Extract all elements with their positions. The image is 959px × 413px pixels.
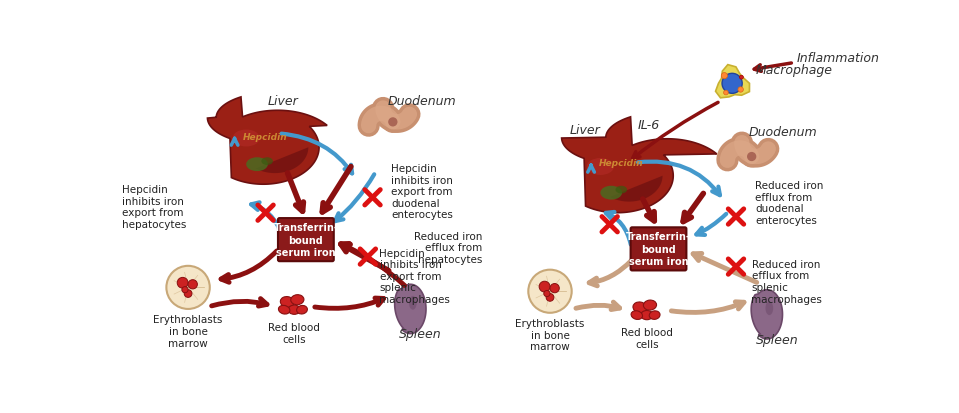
- Text: Duodenum: Duodenum: [748, 126, 817, 139]
- Ellipse shape: [261, 158, 273, 166]
- Polygon shape: [207, 97, 327, 185]
- Text: Hepcidin
inhibits iron
export from
splenic
macrophages: Hepcidin inhibits iron export from splen…: [380, 248, 451, 304]
- Circle shape: [388, 118, 397, 127]
- Text: Red blood
cells: Red blood cells: [620, 328, 673, 349]
- Ellipse shape: [631, 311, 643, 320]
- Text: Transferrin-
bound
serum iron: Transferrin- bound serum iron: [626, 232, 690, 267]
- Ellipse shape: [296, 306, 308, 314]
- Ellipse shape: [633, 302, 646, 313]
- Circle shape: [166, 266, 210, 309]
- Ellipse shape: [643, 300, 657, 310]
- FancyBboxPatch shape: [278, 218, 334, 261]
- Circle shape: [539, 282, 550, 292]
- Text: Hepcidin
inhibits iron
export from
duodenal
enterocytes: Hepcidin inhibits iron export from duode…: [391, 164, 453, 220]
- Text: Spleen: Spleen: [756, 333, 799, 346]
- Text: IL-6: IL-6: [638, 119, 660, 132]
- Ellipse shape: [649, 311, 660, 320]
- Circle shape: [747, 152, 757, 162]
- Ellipse shape: [291, 295, 304, 305]
- Polygon shape: [751, 290, 783, 339]
- Circle shape: [724, 91, 728, 96]
- Circle shape: [544, 291, 550, 297]
- Ellipse shape: [288, 305, 300, 315]
- Ellipse shape: [765, 301, 773, 316]
- Circle shape: [188, 280, 198, 289]
- Text: Duodenum: Duodenum: [387, 95, 456, 108]
- Polygon shape: [715, 65, 750, 99]
- Text: Hepcidin: Hepcidin: [243, 133, 287, 141]
- Circle shape: [721, 74, 728, 80]
- Text: Erythroblasts
in bone
marrow: Erythroblasts in bone marrow: [515, 318, 585, 351]
- Text: Erythroblasts
in bone
marrow: Erythroblasts in bone marrow: [153, 315, 222, 348]
- Ellipse shape: [280, 297, 294, 308]
- Text: Red blood
cells: Red blood cells: [269, 322, 320, 344]
- Text: Transferrin-
bound
serum iron: Transferrin- bound serum iron: [273, 223, 339, 257]
- FancyBboxPatch shape: [631, 228, 687, 271]
- Circle shape: [546, 294, 554, 301]
- Circle shape: [737, 88, 743, 93]
- Polygon shape: [395, 285, 426, 334]
- Text: Inflammation: Inflammation: [797, 52, 879, 65]
- Circle shape: [722, 74, 742, 94]
- Text: Macrophage: Macrophage: [756, 64, 832, 77]
- Ellipse shape: [587, 159, 614, 176]
- Text: Liver: Liver: [268, 95, 298, 108]
- Circle shape: [528, 270, 572, 313]
- Text: Reduced iron
efflux from
splenic
macrophages: Reduced iron efflux from splenic macroph…: [752, 259, 823, 304]
- Text: Spleen: Spleen: [399, 328, 442, 341]
- Polygon shape: [562, 118, 716, 213]
- Text: Reduced iron
efflux from
hepatocytes: Reduced iron efflux from hepatocytes: [414, 231, 482, 264]
- Ellipse shape: [278, 306, 290, 314]
- Ellipse shape: [409, 296, 417, 310]
- Polygon shape: [610, 176, 663, 202]
- Circle shape: [405, 110, 414, 120]
- Ellipse shape: [246, 158, 268, 172]
- Polygon shape: [256, 148, 309, 174]
- Ellipse shape: [616, 186, 627, 194]
- Circle shape: [184, 290, 192, 298]
- Ellipse shape: [641, 311, 653, 320]
- Text: Hepcidin: Hepcidin: [598, 159, 643, 168]
- Text: Hepcidin
inhibits iron
export from
hepatocytes: Hepcidin inhibits iron export from hepat…: [122, 185, 187, 229]
- Circle shape: [739, 76, 743, 80]
- Text: Liver: Liver: [570, 124, 600, 137]
- Ellipse shape: [600, 186, 622, 200]
- Circle shape: [182, 287, 188, 293]
- Circle shape: [177, 278, 188, 288]
- Text: Reduced iron
efflux from
duodenal
enterocytes: Reduced iron efflux from duodenal entero…: [756, 181, 824, 225]
- Circle shape: [763, 145, 773, 154]
- Ellipse shape: [233, 130, 260, 147]
- Circle shape: [550, 284, 559, 293]
